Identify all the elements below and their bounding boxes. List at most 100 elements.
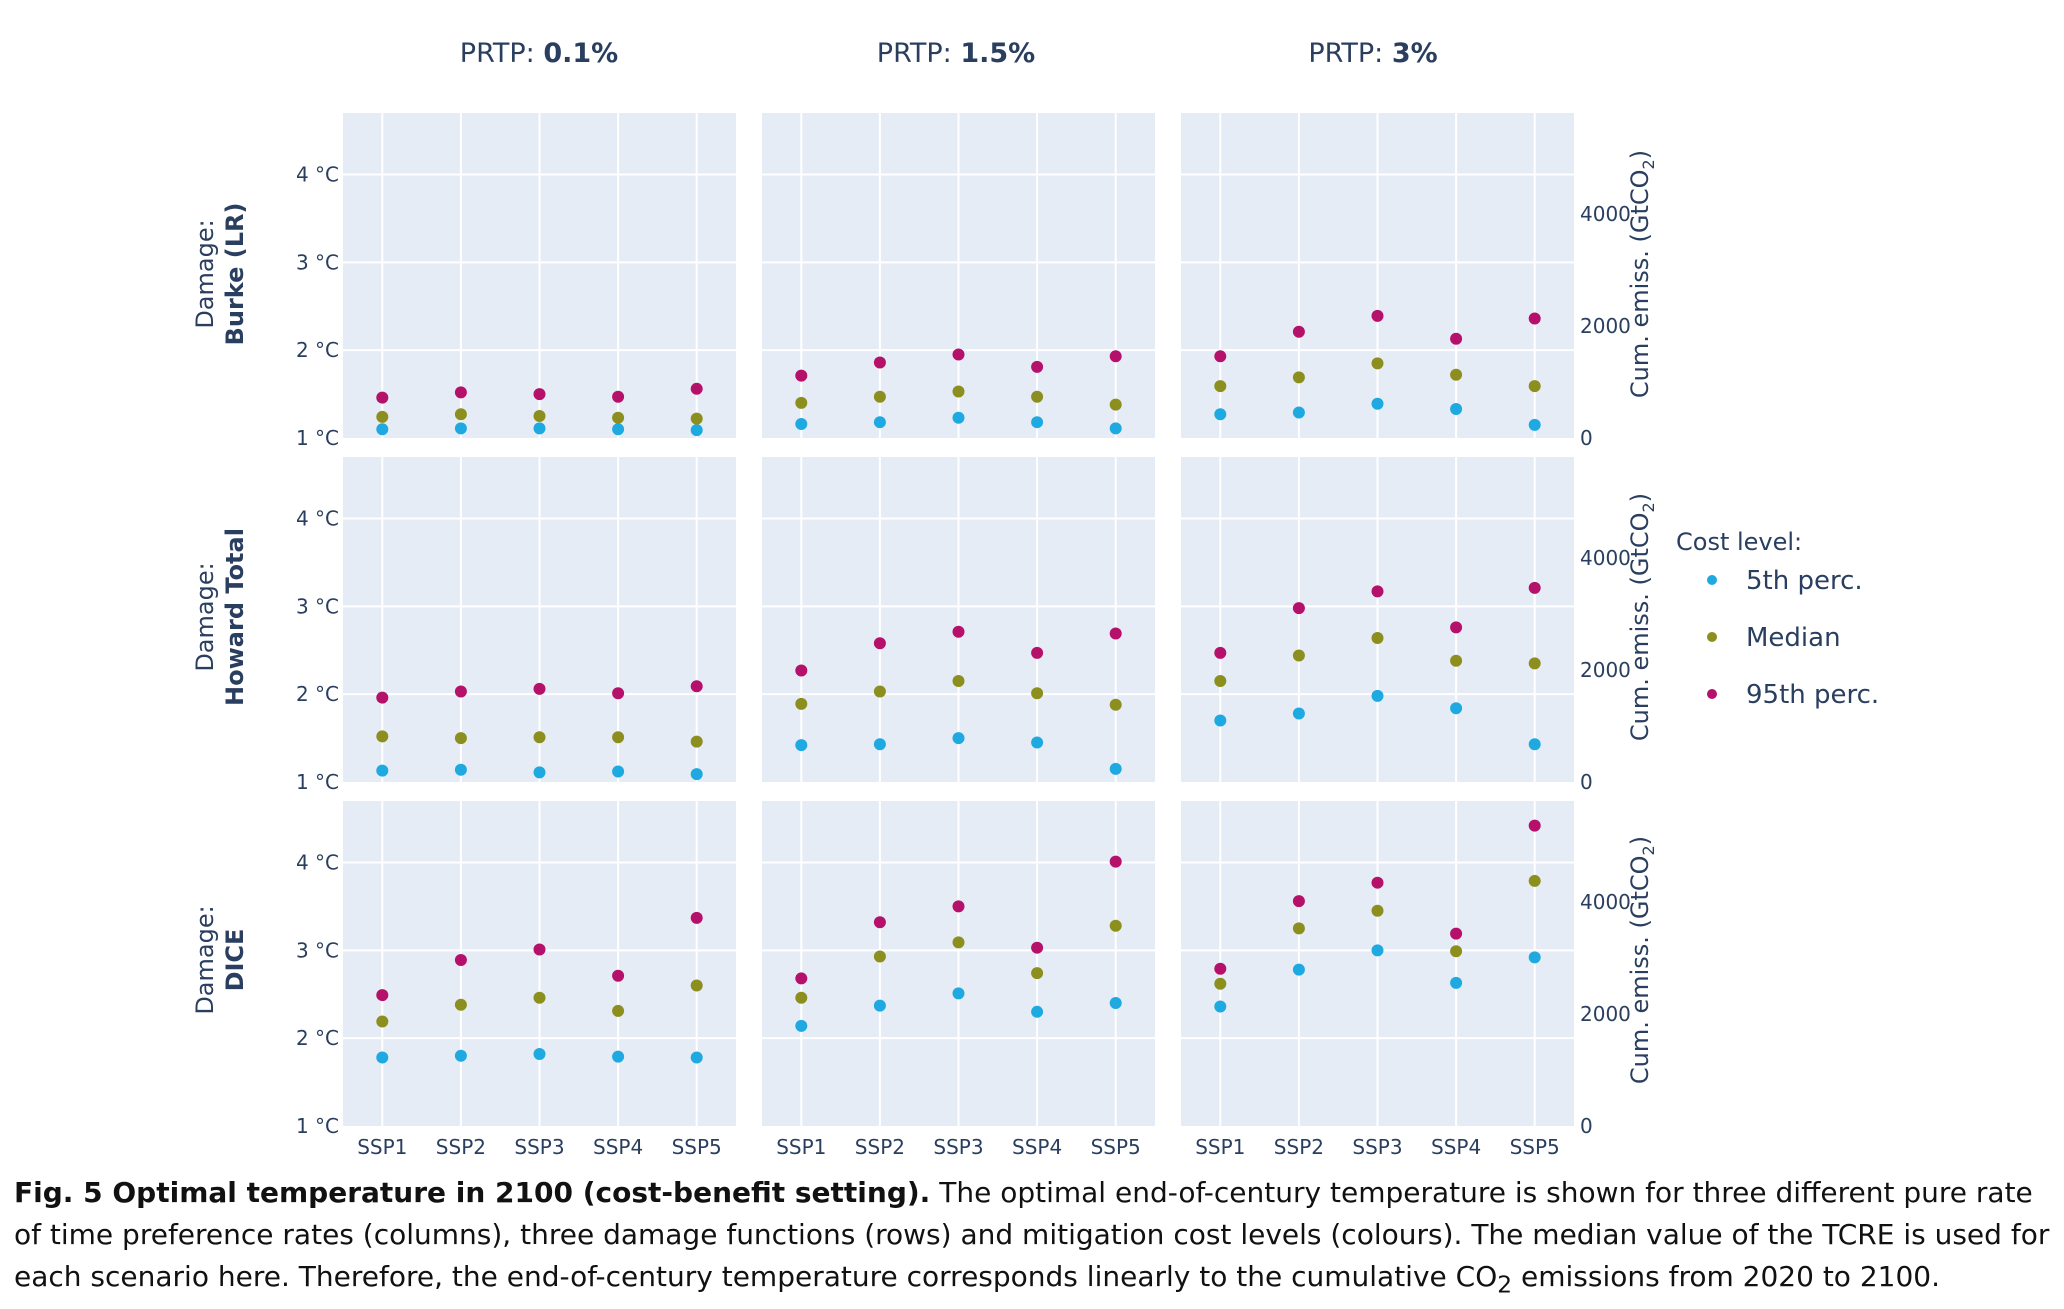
y-tick-label: 1 °C bbox=[296, 1114, 339, 1138]
point-median-ssp3 bbox=[952, 936, 965, 949]
point-median-ssp4 bbox=[1450, 654, 1463, 667]
x-tick-label: SSP1 bbox=[1195, 1135, 1245, 1159]
point-95th-perc-ssp3 bbox=[952, 625, 965, 638]
point-5th-perc-ssp3 bbox=[952, 411, 965, 424]
point-5th-perc-ssp3 bbox=[1371, 689, 1384, 702]
x-tick-label: SSP1 bbox=[776, 1135, 826, 1159]
point-95th-perc-ssp1 bbox=[376, 691, 389, 704]
point-95th-perc-ssp5 bbox=[1528, 312, 1541, 325]
point-95th-perc-ssp1 bbox=[1214, 646, 1227, 659]
x-tick-label: SSP5 bbox=[1091, 1135, 1141, 1159]
point-5th-perc-ssp3 bbox=[952, 732, 965, 745]
legend-marker-median bbox=[1707, 632, 1717, 642]
point-median-ssp5 bbox=[1109, 698, 1122, 711]
point-95th-perc-ssp4 bbox=[612, 687, 625, 700]
faceted-scatter-figure: PRTP: 0.1% PRTP: 1.5% PRTP: 3% Damage:Bu… bbox=[191, 38, 1879, 1159]
point-5th-perc-ssp4 bbox=[1450, 403, 1463, 416]
point-median-ssp5 bbox=[1109, 398, 1122, 411]
point-95th-perc-ssp2 bbox=[873, 356, 886, 369]
secondary-tick-label: 2000 bbox=[1580, 314, 1631, 338]
point-95th-perc-ssp2 bbox=[873, 916, 886, 929]
point-95th-perc-ssp4 bbox=[1450, 621, 1463, 634]
y-tick-label: 4 °C bbox=[296, 850, 339, 874]
y-tick-label: 1 °C bbox=[296, 770, 339, 794]
point-95th-perc-ssp1 bbox=[795, 369, 808, 382]
point-5th-perc-ssp5 bbox=[1528, 418, 1541, 431]
caption-text: The optimal end-of-century temperature i… bbox=[14, 1176, 2050, 1293]
y-tick-label: 2 °C bbox=[296, 682, 339, 706]
point-95th-perc-ssp5 bbox=[690, 911, 703, 924]
x-tick-label: SSP1 bbox=[357, 1135, 407, 1159]
point-median-ssp1 bbox=[795, 396, 808, 409]
point-5th-perc-ssp1 bbox=[795, 417, 808, 430]
point-median-ssp2 bbox=[873, 685, 886, 698]
point-5th-perc-ssp1 bbox=[1214, 408, 1227, 421]
point-95th-perc-ssp5 bbox=[1528, 819, 1541, 832]
point-median-ssp5 bbox=[1528, 657, 1541, 670]
point-5th-perc-ssp4 bbox=[612, 1050, 625, 1063]
point-95th-perc-ssp3 bbox=[1371, 309, 1384, 322]
x-tick-label: SSP5 bbox=[1510, 1135, 1560, 1159]
y-tick-label: 2 °C bbox=[296, 338, 339, 362]
point-95th-perc-ssp5 bbox=[690, 382, 703, 395]
x-tick-label: SSP5 bbox=[672, 1135, 722, 1159]
y-tick-label: 3 °C bbox=[296, 594, 339, 618]
y-tick-label: 1 °C bbox=[296, 426, 339, 450]
secondary-tick-label: 4000 bbox=[1580, 546, 1631, 570]
panel-r1-c3: 0 2000 4000 bbox=[1181, 113, 1631, 450]
point-median-ssp2 bbox=[873, 950, 886, 963]
y-tick-label: 3 °C bbox=[296, 938, 339, 962]
point-95th-perc-ssp3 bbox=[533, 943, 546, 956]
point-median-ssp5 bbox=[690, 412, 703, 425]
point-median-ssp3 bbox=[533, 991, 546, 1004]
point-95th-perc-ssp3 bbox=[952, 348, 965, 361]
point-5th-perc-ssp1 bbox=[376, 764, 389, 777]
point-95th-perc-ssp2 bbox=[873, 637, 886, 650]
point-median-ssp2 bbox=[454, 998, 467, 1011]
point-5th-perc-ssp3 bbox=[1371, 944, 1384, 957]
point-5th-perc-ssp5 bbox=[690, 424, 703, 437]
point-95th-perc-ssp3 bbox=[1371, 876, 1384, 889]
x-tick-label: SSP4 bbox=[1431, 1135, 1481, 1159]
point-5th-perc-ssp5 bbox=[1528, 951, 1541, 964]
point-5th-perc-ssp3 bbox=[533, 766, 546, 779]
y-tick-label: 4 °C bbox=[296, 506, 339, 530]
x-tick-label: SSP2 bbox=[436, 1135, 486, 1159]
point-median-ssp1 bbox=[1214, 674, 1227, 687]
y-tick-label: 4 °C bbox=[296, 162, 339, 186]
point-5th-perc-ssp2 bbox=[1292, 963, 1305, 976]
point-median-ssp3 bbox=[952, 674, 965, 687]
point-95th-perc-ssp4 bbox=[1450, 332, 1463, 345]
panel-r3-c3: 0 2000 4000 SSP1 SSP2 SSP3 SSP4 SSP5 bbox=[1181, 801, 1631, 1159]
point-95th-perc-ssp1 bbox=[376, 989, 389, 1002]
secondary-axis-label-3: Cum. emiss. (GtCO2) bbox=[1626, 836, 1658, 1084]
point-median-ssp1 bbox=[376, 410, 389, 423]
caption-label: Fig. 5 Optimal temperature in 2100 (cost… bbox=[14, 1176, 931, 1209]
point-95th-perc-ssp2 bbox=[454, 386, 467, 399]
point-median-ssp3 bbox=[1371, 357, 1384, 370]
point-median-ssp4 bbox=[1031, 687, 1044, 700]
x-tick-label: SSP3 bbox=[514, 1135, 564, 1159]
point-median-ssp1 bbox=[795, 697, 808, 710]
point-95th-perc-ssp3 bbox=[1371, 585, 1384, 598]
point-95th-perc-ssp5 bbox=[1109, 855, 1122, 868]
point-95th-perc-ssp2 bbox=[454, 953, 467, 966]
point-median-ssp5 bbox=[690, 735, 703, 748]
point-5th-perc-ssp2 bbox=[873, 999, 886, 1012]
point-5th-perc-ssp4 bbox=[612, 765, 625, 778]
panel-r2-c1: 1 °C 2 °C 3 °C 4 °C bbox=[296, 457, 736, 794]
panel-r3-c1: 1 °C 2 °C 3 °C 4 °C SSP1 SSP2 SSP3 SSP4 SSP5 bbox=[296, 801, 736, 1159]
point-95th-perc-ssp4 bbox=[1450, 927, 1463, 940]
point-5th-perc-ssp1 bbox=[795, 1019, 808, 1032]
point-median-ssp4 bbox=[1031, 967, 1044, 980]
point-5th-perc-ssp5 bbox=[690, 1051, 703, 1064]
x-tick-label: SSP2 bbox=[855, 1135, 905, 1159]
secondary-tick-label: 0 bbox=[1580, 426, 1593, 450]
point-5th-perc-ssp1 bbox=[1214, 1000, 1227, 1013]
x-tick-label: SSP3 bbox=[933, 1135, 983, 1159]
panel-grid: 1 °C 2 °C 3 °C 4 °C 0 2000 4000 1 °C 2 °C 3 °C 4 °… bbox=[296, 113, 1631, 1159]
point-median-ssp4 bbox=[1031, 390, 1044, 403]
point-5th-perc-ssp4 bbox=[612, 423, 625, 436]
point-95th-perc-ssp5 bbox=[1109, 627, 1122, 640]
point-5th-perc-ssp1 bbox=[1214, 714, 1227, 727]
